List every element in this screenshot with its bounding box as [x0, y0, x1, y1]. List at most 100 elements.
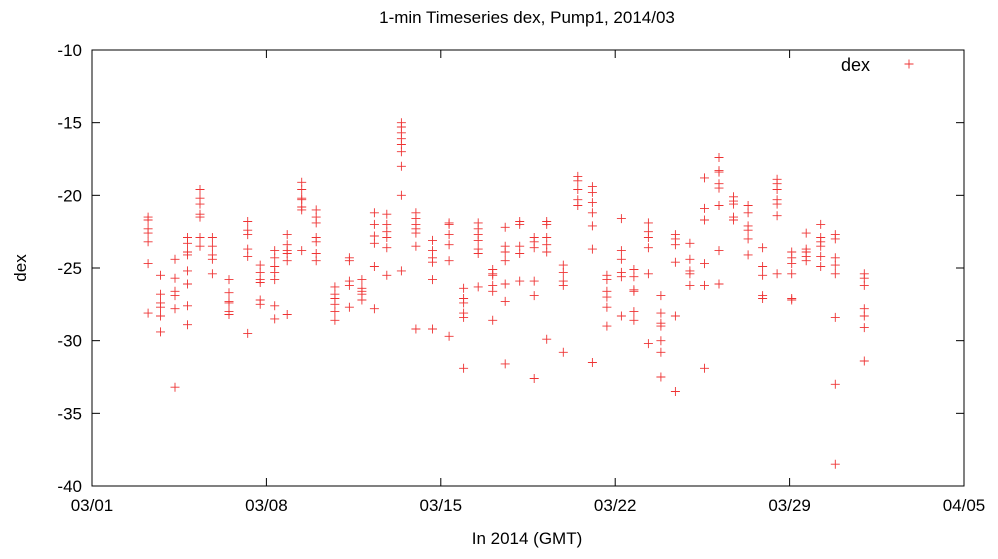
data-point: [143, 215, 153, 225]
data-point: [729, 199, 738, 209]
data-point: [396, 147, 406, 157]
data-point: [183, 279, 192, 289]
data-point: [758, 294, 768, 303]
data-point: [183, 238, 192, 248]
data-point: [670, 240, 680, 250]
data-point: [156, 327, 165, 337]
data-point: [787, 295, 797, 305]
data-point: [170, 273, 180, 283]
data-point: [311, 218, 321, 228]
data-point: [224, 275, 234, 285]
y-tick-label: -30: [57, 332, 82, 351]
data-point: [488, 286, 498, 296]
data-point: [444, 230, 454, 240]
data-point: [170, 382, 180, 392]
data-point: [143, 228, 153, 238]
data-point: [772, 211, 782, 221]
y-axis-label: dex: [11, 254, 30, 282]
chart-title: 1-min Timeseries dex, Pump1, 2014/03: [379, 8, 675, 27]
data-point: [515, 249, 525, 258]
data-point: [573, 201, 583, 210]
data-point: [529, 276, 539, 286]
data-point: [330, 307, 340, 317]
data-point: [859, 356, 869, 366]
data-point: [143, 308, 153, 318]
data-point: [311, 237, 321, 247]
data-point: [297, 185, 307, 194]
data-point: [224, 310, 234, 319]
data-point: [743, 208, 753, 218]
data-point: [444, 331, 454, 341]
data-point: [787, 259, 797, 269]
data-point: [156, 302, 165, 312]
data-point: [656, 347, 666, 357]
data-point: [195, 233, 205, 242]
data-point: [758, 243, 768, 253]
data-point: [428, 257, 437, 267]
data-point: [170, 254, 180, 264]
data-point: [369, 304, 379, 314]
data-point: [369, 208, 379, 218]
data-point: [830, 269, 840, 279]
data-point: [558, 347, 568, 357]
data-point: [282, 256, 292, 266]
data-point: [643, 269, 653, 279]
data-point: [282, 310, 292, 319]
data-point: [629, 307, 639, 317]
data-point: [500, 296, 510, 306]
data-point: [587, 208, 597, 218]
data-point: [700, 203, 709, 213]
data-point: [743, 234, 753, 244]
data-point: [243, 251, 253, 261]
data-point: [500, 247, 510, 257]
data-point: [772, 199, 782, 209]
data-point: [297, 246, 307, 256]
data-point: [195, 212, 205, 222]
data-point: [459, 363, 469, 373]
data-point: [587, 187, 597, 197]
data-point: [195, 185, 205, 194]
data-point: [758, 270, 768, 280]
data-point: [685, 254, 695, 264]
data-point: [444, 256, 454, 266]
data-point: [629, 286, 639, 296]
data-point: [382, 270, 392, 280]
data-point: [428, 275, 437, 285]
x-axis-label: In 2014 (GMT): [472, 529, 583, 548]
data-point: [411, 324, 421, 334]
data-point: [816, 219, 826, 229]
data-point: [602, 302, 612, 312]
data-point: [357, 275, 367, 285]
y-tick-label: -10: [57, 41, 82, 60]
data-point: [143, 237, 153, 247]
data-point: [714, 246, 724, 256]
data-point: [195, 241, 205, 251]
x-tick-label: 04/05: [943, 496, 986, 515]
data-point: [859, 323, 869, 333]
data-point: [382, 243, 392, 253]
data-point: [616, 246, 626, 256]
data-points: [143, 118, 869, 469]
data-point: [643, 339, 653, 349]
data-point: [369, 262, 379, 271]
data-point: [473, 282, 483, 292]
data-point: [656, 291, 666, 301]
data-point: [515, 219, 525, 229]
data-point: [685, 269, 695, 279]
x-tick-label: 03/22: [594, 496, 637, 515]
data-point: [616, 272, 626, 282]
data-point: [156, 289, 165, 299]
data-point: [270, 253, 280, 263]
data-point: [444, 219, 454, 229]
y-tick-label: -20: [57, 186, 82, 205]
y-axis: -10 -15 -20 -25 -30 -35 -40: [57, 41, 964, 496]
data-point: [542, 334, 552, 344]
data-point: [156, 270, 165, 280]
data-point: [772, 185, 782, 194]
data-point: [357, 295, 367, 305]
data-point: [369, 238, 379, 248]
data-point: [428, 235, 437, 245]
legend: dex: [841, 55, 914, 75]
data-point: [558, 280, 568, 290]
data-point: [411, 228, 421, 238]
